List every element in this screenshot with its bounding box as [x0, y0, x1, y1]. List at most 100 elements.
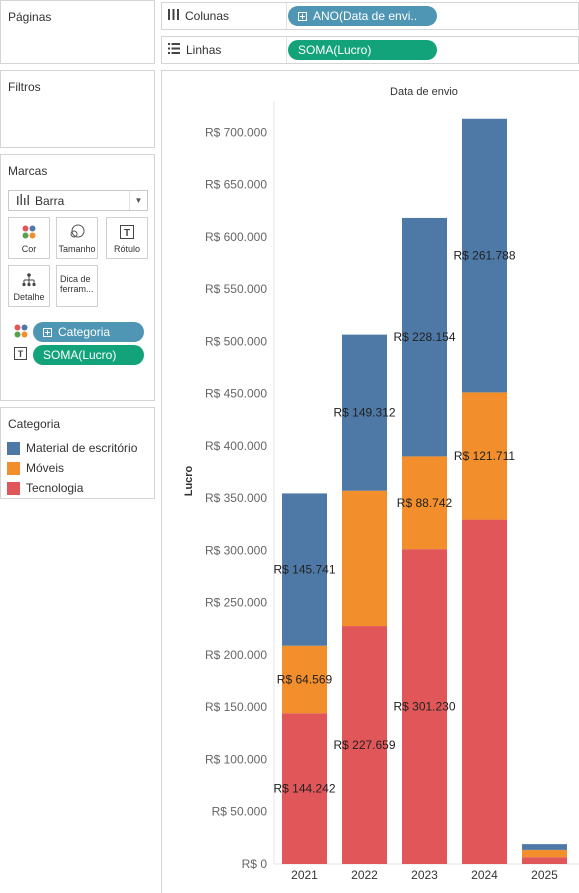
y-tick-label: R$ 50.000 [212, 805, 268, 819]
legend-item-label: Tecnologia [26, 481, 84, 495]
y-tick-label: R$ 300.000 [205, 543, 267, 557]
legend-swatch [7, 461, 20, 475]
bar-segment[interactable] [462, 392, 507, 520]
bar-data-label: R$ 149.312 [333, 406, 395, 420]
bar-data-label: R$ 144.242 [273, 782, 335, 796]
rows-shelf-text: Linhas [186, 43, 222, 57]
rows-shelf[interactable]: Linhas SOMA(Lucro) [161, 36, 579, 64]
filters-card-title: Filtros [8, 80, 41, 94]
x-tick-label: 2022 [351, 868, 378, 882]
y-tick-label: R$ 500.000 [205, 334, 267, 348]
shelf-divider [286, 3, 287, 29]
rows-field-pill[interactable]: SOMA(Lucro) [288, 40, 437, 60]
category-legend: Categoria Material de escritório Móveis … [0, 407, 155, 499]
x-tick-label: 2025 [531, 868, 558, 882]
plus-box-icon [298, 11, 307, 21]
bars-group [282, 118, 567, 864]
y-tick-label: R$ 550.000 [205, 282, 267, 296]
y-tick-label: R$ 250.000 [205, 596, 267, 610]
plus-box-icon [43, 327, 52, 337]
text-label-icon: T [14, 347, 27, 363]
bar-segment[interactable] [462, 519, 507, 864]
detail-button[interactable]: Detalhe [8, 265, 50, 307]
y-tick-label: R$ 350.000 [205, 491, 267, 505]
columns-icon [168, 9, 179, 23]
bar-data-label: R$ 121.711 [454, 449, 515, 463]
y-axis-title: Lucro [183, 465, 195, 496]
svg-text:T: T [18, 349, 24, 359]
columns-shelf-label: Colunas [168, 9, 229, 23]
text-label-icon: T [107, 223, 147, 241]
size-button-label: Tamanho [58, 244, 96, 254]
legend-swatch [7, 481, 20, 495]
marks-field-category-pill[interactable]: Categoria [33, 322, 144, 342]
x-tick-label: 2024 [471, 868, 498, 882]
detail-button-label: Detalhe [13, 292, 45, 302]
y-tick-label: R$ 450.000 [205, 387, 267, 401]
bar-segment[interactable] [522, 844, 567, 850]
color-button-label: Cor [21, 244, 37, 254]
rows-shelf-label: Linhas [168, 43, 221, 57]
bar-segment[interactable] [522, 849, 567, 858]
bar-segment[interactable] [402, 217, 447, 457]
bar-segment[interactable] [282, 713, 327, 864]
y-tick-label: R$ 200.000 [205, 648, 267, 662]
marks-field-category-label: Categoria [58, 325, 111, 339]
legend-item-office-supplies[interactable]: Material de escritório [7, 441, 137, 455]
rows-icon [168, 43, 180, 57]
bar-data-label: R$ 228.154 [393, 330, 455, 344]
stacked-bar-chart[interactable]: Data de envio Lucro R$ 0 R$ 50.000 R$ 100.… [162, 71, 579, 893]
chart-view[interactable]: Data de envio Lucro R$ 0 R$ 50.000 R$ 100.… [161, 70, 579, 893]
bar-segment[interactable] [462, 118, 507, 393]
x-axis: 2021 2022 2023 2024 2025 [291, 868, 558, 882]
marks-field-profit-label: SOMA(Lucro) [43, 348, 117, 362]
mark-type-label: Barra [35, 193, 65, 208]
y-tick-label: R$ 600.000 [205, 230, 267, 244]
bar-segment[interactable] [282, 645, 327, 714]
filters-card: Filtros [0, 70, 155, 148]
columns-shelf[interactable]: Colunas ANO(Data de envi.. [161, 2, 579, 30]
y-axis: R$ 0 R$ 50.000 R$ 100.000 R$ 150.000 R$ 200.… [205, 125, 267, 871]
pages-card: Páginas [0, 0, 155, 64]
rows-field-label: SOMA(Lucro) [298, 43, 372, 57]
y-tick-label: R$ 150.000 [205, 700, 267, 714]
columns-shelf-text: Colunas [185, 9, 230, 23]
bar-segment[interactable] [342, 490, 387, 627]
bar-segment[interactable] [342, 626, 387, 864]
columns-field-label: ANO(Data de envi.. [313, 9, 418, 23]
label-button[interactable]: T Rótulo [106, 217, 148, 259]
columns-field-pill[interactable]: ANO(Data de envi.. [288, 6, 437, 26]
pages-card-title: Páginas [8, 10, 52, 24]
label-button-label: Rótulo [113, 244, 140, 254]
shelf-divider [286, 37, 287, 63]
bar-segment[interactable] [402, 456, 447, 550]
bar-segment[interactable] [402, 549, 447, 864]
detail-hierarchy-icon [9, 271, 49, 289]
tooltip-button-label: Dica de ferram... [60, 274, 94, 294]
bar-segment[interactable] [522, 857, 567, 864]
legend-item-furniture[interactable]: Móveis [7, 461, 64, 475]
bar-labels-group: R$ 144.242 R$ 64.569 R$ 145.741 R$ 227.659 R… [273, 249, 515, 796]
marks-field-profit-pill[interactable]: SOMA(Lucro) [33, 345, 144, 365]
y-tick-label: R$ 0 [242, 857, 268, 871]
size-button[interactable]: Tamanho [56, 217, 98, 259]
chevron-down-icon: ▼ [129, 191, 147, 210]
legend-swatch [7, 441, 20, 455]
y-tick-label: R$ 100.000 [205, 752, 267, 766]
color-dots-icon [14, 324, 28, 341]
bar-segment[interactable] [282, 493, 327, 646]
bar-data-label: R$ 145.741 [273, 563, 335, 577]
mark-type-dropdown[interactable]: Barra ▼ [8, 190, 148, 211]
color-button[interactable]: Cor [8, 217, 50, 259]
y-tick-label: R$ 700.000 [205, 125, 267, 139]
y-tick-label: R$ 650.000 [205, 178, 267, 192]
legend-item-technology[interactable]: Tecnologia [7, 481, 83, 495]
legend-item-label: Móveis [26, 461, 65, 475]
tooltip-button[interactable]: Dica de ferram... [56, 265, 98, 307]
svg-text:T: T [124, 228, 130, 239]
bar-data-label: R$ 301.230 [393, 700, 455, 714]
legend-item-label: Material de escritório [26, 441, 138, 455]
column-header: Data de envio [390, 86, 458, 98]
bar-segment[interactable] [342, 334, 387, 491]
color-dots-icon [9, 223, 49, 241]
